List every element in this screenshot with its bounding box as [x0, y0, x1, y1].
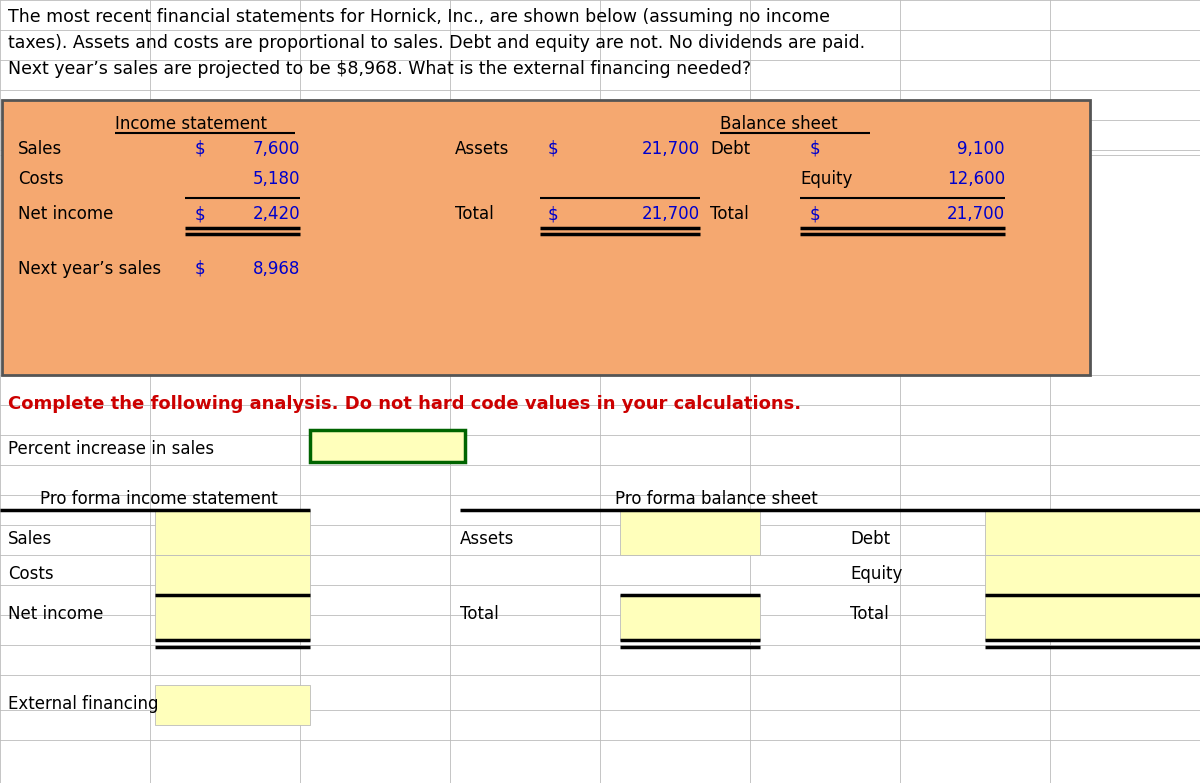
Bar [985, 555, 1200, 595]
Text: Complete the following analysis. Do not hard code values in your calculations.: Complete the following analysis. Do not … [8, 395, 802, 413]
Text: Assets: Assets [455, 140, 509, 158]
Bar [2, 100, 1090, 375]
Text: 21,700: 21,700 [642, 205, 700, 223]
Text: Net income: Net income [8, 605, 103, 623]
Bar [620, 510, 760, 555]
Text: $: $ [194, 140, 205, 158]
Text: $: $ [810, 205, 821, 223]
Text: taxes). Assets and costs are proportional to sales. Debt and equity are not. No : taxes). Assets and costs are proportiona… [8, 34, 865, 52]
Text: Net income: Net income [18, 205, 113, 223]
Bar [155, 685, 310, 725]
Text: $: $ [194, 205, 205, 223]
Text: Pro forma income statement: Pro forma income statement [40, 490, 277, 508]
Text: Debt: Debt [710, 140, 750, 158]
Text: $: $ [548, 140, 559, 158]
Text: Next year’s sales are projected to be $8,968. What is the external financing nee: Next year’s sales are projected to be $8… [8, 60, 751, 78]
Bar [310, 430, 466, 462]
Text: Next year’s sales: Next year’s sales [18, 260, 161, 278]
Text: 8,968: 8,968 [253, 260, 300, 278]
Text: Balance sheet: Balance sheet [720, 115, 838, 133]
Text: Percent increase in sales: Percent increase in sales [8, 440, 214, 458]
Bar [155, 555, 310, 595]
Text: Debt: Debt [850, 530, 890, 548]
Text: 5,180: 5,180 [252, 170, 300, 188]
Bar [155, 595, 310, 640]
Text: 9,100: 9,100 [958, 140, 1006, 158]
Text: Costs: Costs [8, 565, 54, 583]
Text: External financing: External financing [8, 695, 158, 713]
Text: 21,700: 21,700 [642, 140, 700, 158]
Text: Pro forma balance sheet: Pro forma balance sheet [616, 490, 817, 508]
Text: 12,600: 12,600 [947, 170, 1006, 188]
Text: Sales: Sales [18, 140, 62, 158]
Text: $: $ [548, 205, 559, 223]
Text: Total: Total [460, 605, 499, 623]
Text: 7,600: 7,600 [253, 140, 300, 158]
Bar [155, 510, 310, 555]
Text: Sales: Sales [8, 530, 53, 548]
Text: Equity: Equity [850, 565, 902, 583]
Text: $: $ [194, 260, 205, 278]
Text: 21,700: 21,700 [947, 205, 1006, 223]
Bar [985, 510, 1200, 555]
Bar [985, 595, 1200, 640]
Text: $: $ [810, 140, 821, 158]
Text: Assets: Assets [460, 530, 515, 548]
Text: Total: Total [850, 605, 889, 623]
Text: 2,420: 2,420 [252, 205, 300, 223]
Text: Costs: Costs [18, 170, 64, 188]
Text: The most recent financial statements for Hornick, Inc., are shown below (assumin: The most recent financial statements for… [8, 8, 830, 26]
Text: Equity: Equity [800, 170, 852, 188]
Text: Total: Total [710, 205, 749, 223]
Text: Total: Total [455, 205, 493, 223]
Text: Income statement: Income statement [115, 115, 266, 133]
Bar [620, 595, 760, 640]
